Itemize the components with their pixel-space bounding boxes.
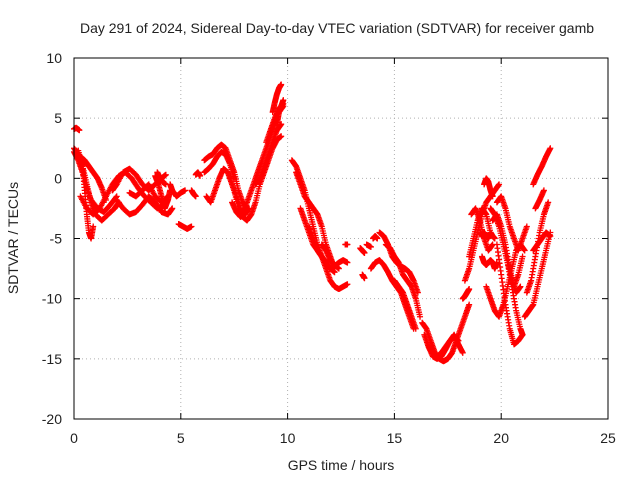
marks-layer [71, 81, 554, 365]
data-point [459, 349, 466, 356]
data-point [278, 133, 285, 140]
series-arc-13 [175, 221, 195, 232]
data-point [367, 243, 374, 250]
data-point [466, 301, 473, 308]
series-arc-12 [167, 181, 189, 200]
series-arc-39 [391, 277, 419, 332]
y-axis-label: SDTVAR / TECUs [5, 182, 21, 294]
series-arc-55 [504, 259, 526, 338]
data-point [192, 193, 199, 200]
data-point [278, 81, 285, 88]
series-arc-60 [532, 187, 547, 212]
y-tick-label: 5 [54, 110, 62, 126]
series-arc-47 [481, 175, 496, 200]
data-point [331, 269, 338, 276]
series-arc-38 [382, 241, 424, 320]
data-point [547, 145, 554, 152]
series-arc-46 [468, 205, 496, 254]
data-point [344, 241, 351, 248]
x-tick-label: 10 [280, 430, 296, 446]
y-tick-label: -10 [42, 291, 62, 307]
y-tick-label: -5 [50, 231, 63, 247]
series-arc-53 [493, 193, 530, 254]
data-point [412, 325, 419, 332]
data-point [493, 259, 500, 266]
data-point [519, 331, 526, 338]
series-arc-59 [530, 145, 554, 188]
x-tick-label: 20 [493, 430, 509, 446]
chart-title: Day 291 of 2024, Sidereal Day-to-day VTE… [80, 20, 594, 36]
y-tick-label: 10 [46, 50, 62, 66]
y-tick-label: -20 [42, 411, 62, 427]
series-arc-54 [493, 241, 526, 348]
series-arc-25 [273, 97, 287, 128]
data-point [491, 235, 498, 242]
series-arc-32 [357, 245, 368, 256]
data-point [344, 259, 351, 266]
series-arc-30 [318, 241, 342, 272]
x-axis-label: GPS time / hours [288, 457, 395, 473]
x-tick-label: 15 [387, 430, 403, 446]
series-arc-43 [459, 286, 473, 302]
y-tick-label: -15 [42, 351, 62, 367]
series-arc-58 [530, 229, 554, 254]
y-tick-label: 0 [54, 170, 62, 186]
series-arc-8 [113, 193, 176, 218]
data-point [519, 253, 526, 260]
data-point [547, 233, 554, 240]
data-point [162, 171, 169, 178]
data-point [361, 249, 368, 256]
data-point [521, 247, 528, 254]
x-tick-label: 5 [177, 430, 185, 446]
data-point [496, 181, 503, 188]
data-point [188, 223, 195, 230]
data-point [335, 265, 342, 272]
series-arc-29 [305, 223, 338, 276]
data-point [374, 235, 381, 242]
series-arc-11 [154, 169, 169, 188]
series-arc-33 [359, 271, 368, 282]
series-arc-24 [269, 81, 285, 116]
data-point [489, 193, 496, 200]
data-point [169, 205, 176, 212]
series-arc-56 [521, 229, 554, 320]
data-point [417, 313, 424, 320]
series-arc-42 [425, 334, 462, 362]
data-point [197, 172, 204, 179]
series-arc-34 [363, 241, 374, 250]
series-arc-31 [342, 241, 351, 248]
data-point [517, 283, 524, 290]
data-point [466, 286, 473, 293]
series-arc-35 [370, 233, 381, 242]
data-point [523, 223, 530, 230]
data-point [90, 223, 97, 230]
data-point [545, 199, 552, 206]
series-arc-48 [476, 229, 498, 242]
data-point [344, 281, 351, 288]
series-arc-17 [201, 148, 238, 182]
x-tick-label: 0 [70, 430, 78, 446]
series-arc-14 [188, 187, 199, 200]
series-arc-15 [192, 169, 204, 179]
data-point [540, 187, 547, 194]
data-point [280, 97, 287, 104]
x-tick-label: 25 [600, 430, 616, 446]
data-point [361, 275, 368, 282]
ticks-layer: 0 5 10 15 20 25 -20 -15 -10 -5 0 5 10 [42, 50, 616, 446]
data-point [455, 337, 462, 344]
data-point [76, 127, 83, 134]
data-point [182, 187, 189, 194]
